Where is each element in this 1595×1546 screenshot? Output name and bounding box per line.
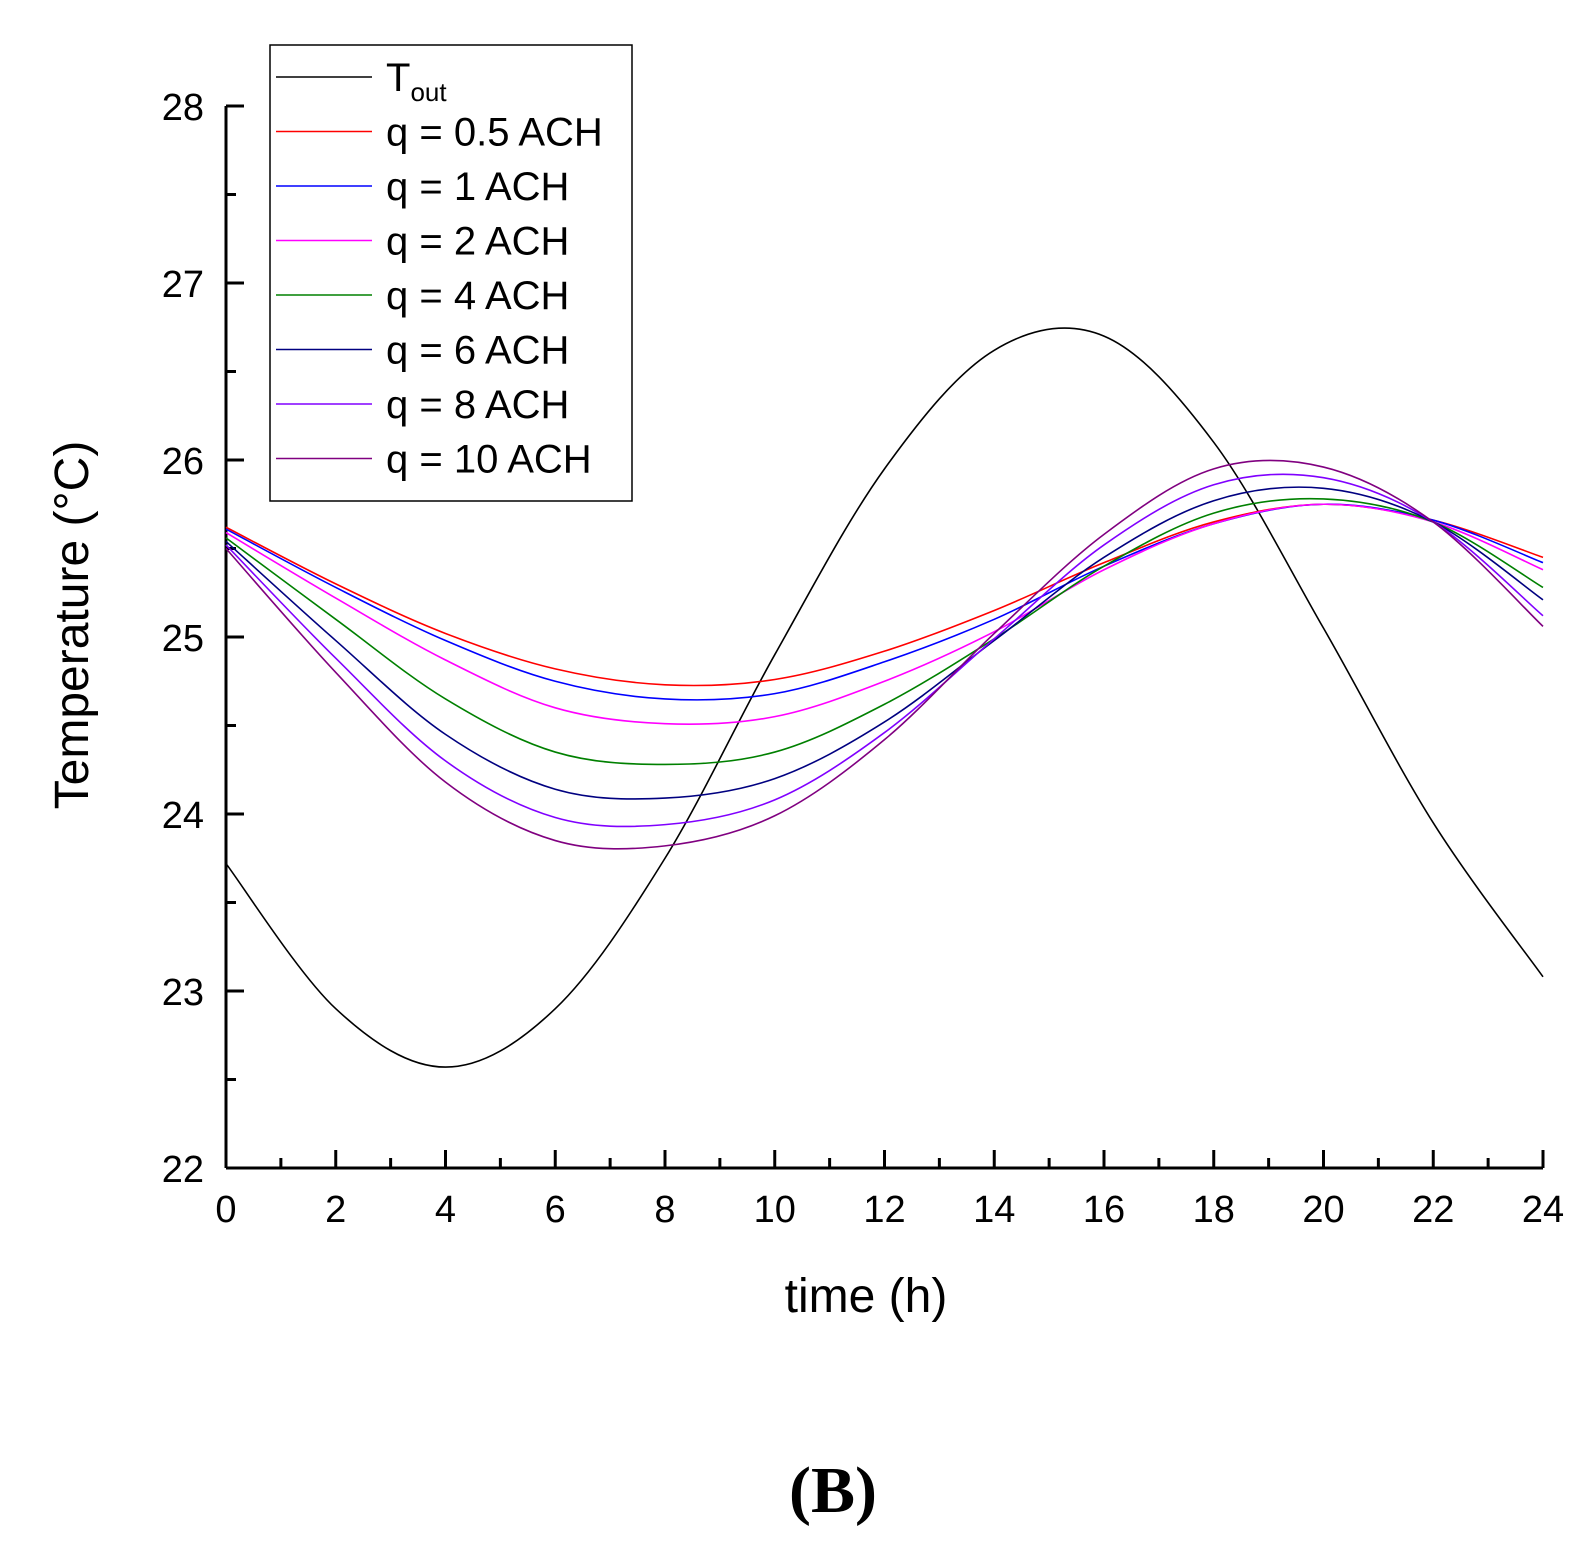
x-tick-label: 8 <box>654 1189 675 1231</box>
series-line-0-5-ach <box>225 503 1544 687</box>
y-tick-label: 23 <box>162 972 204 1014</box>
x-tick-label: 22 <box>1412 1189 1454 1231</box>
series-line-10-ach <box>225 459 1544 850</box>
legend-box <box>269 44 633 502</box>
x-tick-label: 18 <box>1193 1189 1235 1231</box>
series-line-tout <box>225 327 1544 1068</box>
y-tick-label: 26 <box>162 441 204 483</box>
series-line-2-ach <box>225 503 1544 726</box>
x-tick-label: 20 <box>1302 1189 1344 1231</box>
series-line-1-ach <box>225 503 1544 701</box>
legend-entry: Tout <box>386 56 447 107</box>
x-tick-label: 12 <box>863 1189 905 1231</box>
y-tick-label: 22 <box>162 1149 204 1191</box>
x-tick-label: 10 <box>754 1189 796 1231</box>
panel-label: (B) <box>789 1454 877 1527</box>
series-layer <box>225 327 1544 1068</box>
x-tick-label: 6 <box>545 1189 566 1231</box>
x-axis-title: time (h) <box>785 1270 948 1323</box>
legend-entry: q = 4 ACH <box>386 274 569 318</box>
legend-entry: q = 1 ACH <box>386 165 569 209</box>
x-tick-label: 2 <box>325 1189 346 1231</box>
legend-entry: q = 2 ACH <box>386 220 569 264</box>
legend-entry: q = 6 ACH <box>386 329 569 373</box>
y-tick-label: 27 <box>162 264 204 306</box>
x-tick-label: 0 <box>215 1189 236 1231</box>
y-tick-label: 28 <box>162 87 204 129</box>
x-tick-label: 24 <box>1522 1189 1564 1231</box>
legend-entry: q = 0.5 ACH <box>386 111 603 155</box>
y-tick-label: 24 <box>162 795 204 837</box>
series-line-8-ach <box>225 473 1544 828</box>
series-line-4-ach <box>225 497 1544 766</box>
legend-entry: q = 10 ACH <box>386 438 592 482</box>
x-tick-label: 4 <box>435 1189 456 1231</box>
series-line-6-ach <box>225 486 1544 800</box>
x-tick-label: 14 <box>973 1189 1015 1231</box>
legend-entry: q = 8 ACH <box>386 383 569 427</box>
y-axis-title: Temperature (°C) <box>46 441 99 810</box>
x-tick-label: 16 <box>1083 1189 1125 1231</box>
y-tick-label: 25 <box>162 618 204 660</box>
